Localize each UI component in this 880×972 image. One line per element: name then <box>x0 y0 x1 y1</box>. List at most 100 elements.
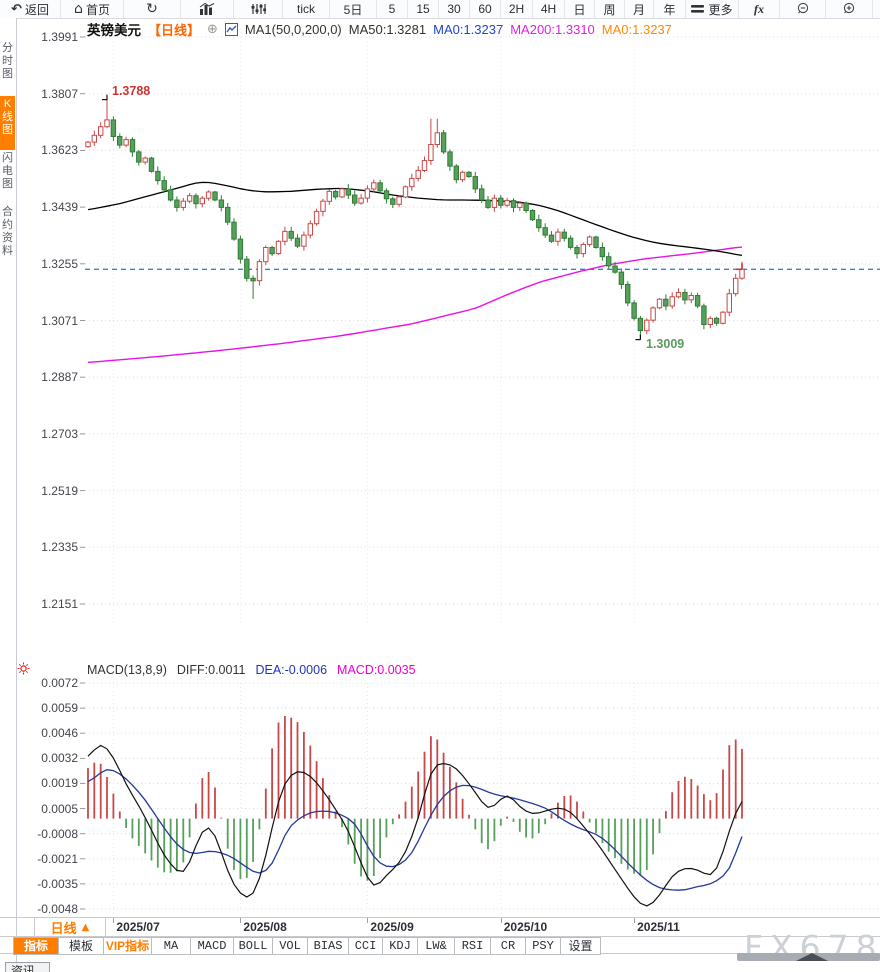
toolbar-item-日[interactable]: 日 <box>565 0 595 18</box>
toolbar-item-首页[interactable]: ⌂ 首页 <box>61 0 124 18</box>
macd-y-axis-label: -0.0021 <box>37 851 78 866</box>
sidebar-item-闪电图[interactable]: 闪电图 <box>2 152 13 190</box>
toolbar-item-label: 15 <box>416 2 430 16</box>
macd-y-axis-label: 0.0019 <box>41 776 78 791</box>
zoom-out-icon <box>797 2 808 14</box>
tab-BIAS[interactable]: BIAS <box>308 937 349 955</box>
toolbar-item-更多[interactable]: 更多 <box>686 0 739 18</box>
main-y-axis-label: 1.2519 <box>41 483 78 498</box>
macd-y-axis-label: -0.0035 <box>37 876 78 891</box>
date-tick <box>240 918 242 923</box>
macd-y-axis-label: 0.0032 <box>41 751 78 766</box>
ma200-value: MA200:1.3310 <box>510 21 595 37</box>
refresh-icon: ↻ <box>146 0 158 17</box>
date-label: 2025/08 <box>243 920 287 934</box>
toolbar-item-sliders[interactable] <box>234 0 283 18</box>
macd-y-axis-label: -0.0048 <box>37 901 78 916</box>
main-y-axis-label: 1.2703 <box>41 426 78 441</box>
tab-CCI[interactable]: CCI <box>349 937 383 955</box>
bar-chart-icon <box>199 3 215 15</box>
triangle-up-icon: ▲ <box>81 921 90 933</box>
toolbar-item-30[interactable]: 30 <box>439 0 470 18</box>
date-tick <box>113 918 115 923</box>
toolbar-item-label: 月 <box>632 2 645 17</box>
toolbar-item-年[interactable]: 年 <box>654 0 686 18</box>
sliders-icon <box>251 4 266 14</box>
tab-MA[interactable]: MA <box>152 937 191 955</box>
toolbar-item-label: 周 <box>603 2 616 17</box>
tab-news[interactable]: 资讯 <box>5 962 50 972</box>
date-label: 2025/11 <box>637 920 680 934</box>
ma-chart-icon[interactable] <box>224 22 238 36</box>
tab-KDJ[interactable]: KDJ <box>383 937 418 955</box>
tab-VIP指标[interactable]: VIP指标 <box>104 937 152 955</box>
toolbar-item-2H[interactable]: 2H <box>501 0 533 18</box>
toolbar-item-15[interactable]: 15 <box>408 0 439 18</box>
period-label[interactable]: 【日线】 <box>148 22 201 38</box>
macd-y-axis-label: 0.0005 <box>41 801 78 816</box>
toolbar-item-60[interactable]: 60 <box>470 0 501 18</box>
ma50-value: MA50:1.3281 <box>348 21 427 37</box>
toolbar-item-5日[interactable]: 5日 <box>330 0 377 18</box>
macd-y-axis-label: 0.0046 <box>41 726 78 741</box>
main-y-axis-label: 1.3255 <box>41 256 78 271</box>
toolbar-item-label: 30 <box>447 2 461 16</box>
expand-icon[interactable]: ⊕ <box>207 21 218 37</box>
divider-below-dates <box>0 936 880 937</box>
tab-VOL[interactable]: VOL <box>273 937 308 955</box>
high-price-annotation: 1.3788 <box>112 84 151 98</box>
tab-LW&[interactable]: LW& <box>418 937 455 955</box>
period-selector[interactable]: 日线 ▲ <box>34 918 106 936</box>
toolbar-item-label: 日 <box>573 2 586 17</box>
toolbar-item-refresh[interactable]: ↻ <box>124 0 181 18</box>
main-y-axis-label: 1.3991 <box>41 30 78 44</box>
toolbar-item-fx[interactable]: fx <box>739 0 780 18</box>
main-y-axis-label: 1.3071 <box>41 313 78 328</box>
main-y-axis-label: 1.3623 <box>41 143 78 158</box>
toolbar-item-label: 60 <box>478 2 492 16</box>
macd-diff-value: DIFF:0.0011 <box>176 663 246 677</box>
ma0-blue-value: MA0:1.3237 <box>433 21 504 37</box>
toolbar-item-周[interactable]: 周 <box>595 0 625 18</box>
macd-title: MACD(13,8,9) <box>87 663 167 677</box>
toolbar-item-月[interactable]: 月 <box>625 0 654 18</box>
toolbar-item-返回[interactable]: ↶ 返回 <box>0 0 61 18</box>
menu-icon <box>691 5 705 13</box>
sidebar-item-分时图[interactable]: 分时图 <box>2 42 13 80</box>
tab-RSI[interactable]: RSI <box>455 937 491 955</box>
toolbar-item-5[interactable]: 5 <box>377 0 408 18</box>
low-price-annotation: 1.3009 <box>646 337 685 351</box>
date-tick <box>500 918 502 923</box>
date-label: 2025/07 <box>116 920 160 934</box>
tab-指标[interactable]: 指标 <box>13 937 59 955</box>
symbol-name: 英镑美元 <box>87 23 141 38</box>
tab-模板[interactable]: 模板 <box>59 937 104 955</box>
main-y-axis-label: 1.2335 <box>41 540 78 555</box>
toolbar-item-label: 4H <box>540 2 557 16</box>
tab-CR[interactable]: CR <box>491 937 526 955</box>
sidebar-item-K线图[interactable]: K线图 <box>0 96 15 150</box>
toolbar-item-bar-chart[interactable] <box>181 0 234 18</box>
tab-BOLL[interactable]: BOLL <box>234 937 273 955</box>
main-y-axis-label: 1.3807 <box>41 86 78 101</box>
toolbar-item-label: 2H <box>508 2 525 16</box>
macd-macd-value: MACD:0.0035 <box>337 663 416 677</box>
macd-y-axis-label: 0.0072 <box>41 676 78 690</box>
chart-header: 英镑美元 【日线】 ⊕ MA1(50,0,200,0) MA50:1.3281 … <box>87 19 672 39</box>
collapse-arrow-icon[interactable] <box>796 953 828 961</box>
tab-PSY[interactable]: PSY <box>526 937 561 955</box>
toolbar-item-tick[interactable]: tick <box>283 0 330 18</box>
sidebar-item-合约资料[interactable]: 合约资料 <box>2 206 13 257</box>
toolbar-item-zoom-in[interactable] <box>826 0 873 18</box>
date-label: 2025/09 <box>370 920 414 934</box>
toolbar-item-zoom-out[interactable] <box>780 0 826 18</box>
tab-MACD[interactable]: MACD <box>191 937 234 955</box>
toolbar-item-4H[interactable]: 4H <box>533 0 565 18</box>
tab-设置[interactable]: 设置 <box>561 937 601 955</box>
macd-dea-value: DEA:-0.0006 <box>255 663 328 677</box>
toolbar-item-label: 5 <box>388 2 396 16</box>
indicator-settings-icon[interactable] <box>17 662 30 680</box>
fx678-watermark: FX678 <box>744 928 880 967</box>
